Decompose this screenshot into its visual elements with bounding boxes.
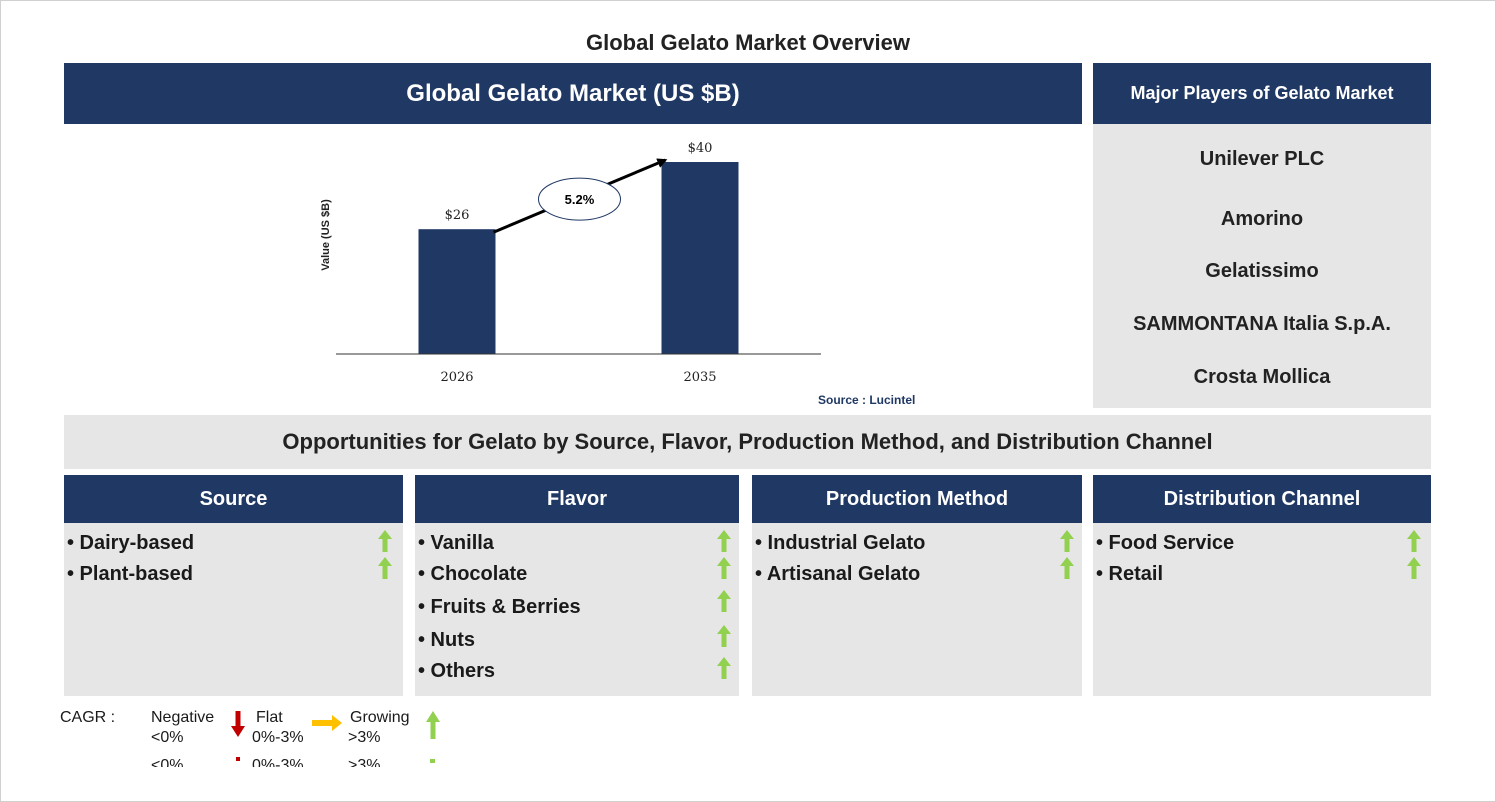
cagr-label: 5.2% [565,192,595,207]
growth-up-arrow-icon [717,557,731,579]
column-body-production-method: • Industrial Gelato • Artisanal Gelato [752,523,1082,696]
list-item: • Dairy-based [67,532,195,554]
growth-up-arrow-icon [717,530,731,552]
list-item: • Nuts [418,629,476,651]
legend-flat-range: 0%-3% [252,729,304,746]
growth-up-arrow-icon [1060,557,1074,579]
growth-up-arrow-icon [1407,557,1421,579]
bar-value-label: $40 [688,141,713,156]
legend-flat-label: Flat [256,709,283,726]
x-tick-label: 2035 [683,370,716,385]
opportunities-title: Opportunities for Gelato by Source, Flav… [64,415,1431,469]
negative-down-arrow-icon [231,711,245,737]
legend-negative-range-ghost: <0% [151,757,184,767]
player-item: Crosta Mollica [1193,366,1331,388]
legend-growing-label: Growing [350,709,410,726]
legend-growing-range-ghost: >3% [348,757,381,767]
list-item: • Artisanal Gelato [755,563,921,585]
column-body-flavor: • Vanilla • Chocolate • Fruits & Berries… [415,523,739,696]
growth-up-arrow-icon [717,625,731,647]
list-item: • Fruits & Berries [418,596,581,618]
list-item: • Food Service [1096,532,1235,554]
y-axis-label: Value (US $B) [320,199,332,271]
chart-panel-header: Global Gelato Market (US $B) [64,63,1082,124]
flat-right-arrow-icon [312,715,342,731]
players-header: Major Players of Gelato Market [1093,63,1431,124]
column-body-distribution-channel: • Food Service • Retail [1093,523,1431,696]
growth-up-arrow-icon [1060,530,1074,552]
player-item: Unilever PLC [1199,148,1325,170]
column-header-distribution-channel: Distribution Channel [1093,475,1431,523]
source-note: Source : Lucintel [818,393,916,407]
list-item: • Others [418,660,496,682]
growth-up-arrow-icon [1407,530,1421,552]
list-item: • Plant-based [67,563,193,585]
list-item: • Vanilla [418,532,494,554]
growing-arrow-ghost-icon [430,759,435,763]
growth-up-arrow-icon [717,657,731,679]
bar-chart: $26 2026 $40 2035 Value (US $B) 5.2% [320,141,821,385]
legend-cagr-label: CAGR : [60,709,116,726]
player-item: Amorino [1220,208,1304,230]
player-item: Gelatissimo [1205,260,1319,282]
list-item: • Industrial Gelato [755,532,926,554]
bar-2026 [418,229,496,354]
legend-growing-range: >3% [348,729,381,746]
column-body-source: • Dairy-based • Plant-based [64,523,403,696]
cagr-bubble [538,177,621,221]
growth-up-arrow-icon [378,530,392,552]
legend-negative-label: Negative [151,709,215,726]
player-item: SAMMONTANA Italia S.p.A. [1133,313,1391,335]
players-panel: Unilever PLC Amorino Gelatissimo SAMMONT… [1093,124,1431,408]
column-header-flavor: Flavor [415,475,739,523]
page-title: Global Gelato Market Overview [585,30,910,55]
column-header-source: Source [64,475,403,523]
growth-up-arrow-icon [717,590,731,612]
list-item: • Chocolate [418,563,528,585]
growing-up-arrow-icon [426,711,440,739]
x-tick-label: 2026 [440,370,473,385]
list-item: • Retail [1096,563,1164,585]
legend-negative-range: <0% [151,729,184,746]
bar-value-label: $26 [445,208,470,223]
negative-arrow-ghost-icon [236,757,240,761]
column-header-production-method: Production Method [752,475,1082,523]
legend-flat-range-ghost: 0%-3% [252,757,304,767]
bar-2035 [661,162,739,354]
growth-up-arrow-icon [378,557,392,579]
